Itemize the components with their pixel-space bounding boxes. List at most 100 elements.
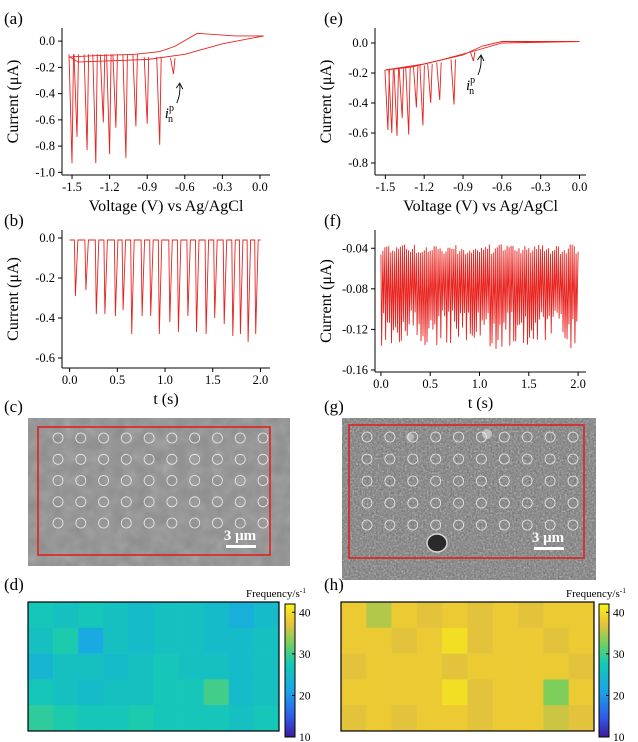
panel-a-y-axis-label: Current (μA): [5, 60, 22, 144]
sem-g-circle: [361, 453, 373, 465]
sem-g-circle: [475, 453, 487, 465]
sem-c-circle: [120, 475, 132, 486]
sem-g-circle: [521, 431, 533, 443]
sem-g-circle: [453, 475, 465, 487]
heatmap-d-cell: [28, 679, 54, 706]
panel-a-x-tick-label: -0.6: [175, 180, 195, 194]
heatmap-h-cell: [442, 627, 468, 654]
heatmap-d-cell: [178, 602, 204, 629]
heatmap-d-cell: [203, 653, 230, 680]
heatmap-d-cell: [28, 602, 54, 629]
panel-e-spike: [469, 51, 476, 62]
sem-c-scale-bar: [226, 545, 256, 548]
sem-g-circle: [544, 519, 556, 531]
sem-c-circle: [52, 453, 64, 465]
heatmap-h-cell: [467, 705, 494, 732]
heatmap-h-cell: [442, 653, 468, 680]
heatmap-h-cell: [467, 653, 494, 680]
heatmap-h-cell: [416, 627, 443, 654]
heatmap-d-colorbar-tick-label: 10: [299, 732, 311, 742]
sem-c-circle: [52, 496, 64, 508]
heatmap-h-cell: [341, 679, 367, 706]
panel-e-spike: [412, 65, 419, 108]
heatmap-h-cell: [416, 679, 443, 706]
panel-e-spike: [405, 66, 411, 135]
heatmap-h-cell: [518, 602, 544, 629]
panel-letter-a: (a): [4, 9, 23, 28]
sem-c-circle: [189, 475, 201, 486]
heatmap-h-colorbar-label: Frequency/s-1: [566, 586, 626, 600]
heatmap-h-cell: [366, 602, 392, 629]
panel-e-x-axis-label: Voltage (V) vs Ag/AgCl: [403, 198, 558, 215]
panel-f-x-tick-label: 1.5: [521, 377, 537, 391]
panel-e-x-tick-label: -1.2: [414, 180, 434, 194]
panel-a-x-axis-label: Voltage (V) vs Ag/AgCl: [89, 198, 244, 215]
panel-f-x-tick-label: 0.5: [422, 377, 438, 391]
heatmap-h-colorbar-tick-label: 20: [613, 690, 625, 702]
heatmap-h-cell: [442, 602, 468, 629]
heatmap-d: 40 30 20 10 Frequency/s-1: [27, 586, 311, 742]
heatmap-d-cell: [28, 705, 54, 732]
panel-b-y-axis-label: Current (μA): [5, 257, 22, 341]
panel-a-spike: [92, 54, 98, 164]
panel-e-y-tick-label: -0.4: [348, 96, 369, 110]
panel-e-backward-scan: [385, 41, 580, 71]
panel-a-annotation-arrow: [176, 84, 181, 104]
panel-a-spike: [83, 54, 90, 151]
sem-c-circle: [166, 432, 178, 444]
sem-g-circle: [430, 519, 442, 531]
panel-a-y-tick-label: -0.4: [35, 87, 56, 101]
heatmap-d-cell: [128, 602, 154, 629]
heatmap-d-cell: [78, 705, 104, 732]
sem-g-circle: [521, 497, 533, 509]
panel-a-spike: [132, 54, 138, 127]
sem-g-circle: [453, 497, 465, 509]
sem-c-circle: [75, 453, 87, 465]
panel-e-y-tick-label: 0.0: [352, 36, 368, 50]
sem-g-circle: [384, 475, 396, 487]
sem-c-circle: [257, 453, 269, 465]
charts-layer: -1.5 -1.2 -0.9 -0.6 -0.3 0.0 0.0 -0.2 -0.4 -0.6 -0…: [5, 28, 587, 412]
sem-c-circle: [234, 432, 246, 444]
sem-g-circle: [521, 453, 533, 465]
heatmap-d-cell: [253, 653, 280, 680]
heatmap-h-cell: [518, 653, 544, 680]
heatmap-h-cell: [492, 653, 519, 680]
panel-e-spike: [427, 63, 433, 104]
heatmap-h-cell: [467, 627, 494, 654]
sem-c-circle: [98, 453, 109, 465]
panel-e-chart: -1.5 -1.2 -0.9 -0.6 -0.3 0.0 0.0 -0.2 -0.4 -0.6 -0…: [318, 28, 587, 215]
sem-layer: 3 μm 3 μm: [28, 418, 596, 580]
sem-c-circle: [120, 453, 132, 465]
sem-c-circle: [75, 475, 87, 486]
panel-a-y-tick-label: -0.2: [35, 60, 55, 74]
sem-g-circle: [384, 497, 396, 509]
heatmap-h-cell: [366, 705, 392, 732]
heatmap-h-cell: [341, 705, 367, 732]
panel-a-spike: [156, 56, 162, 145]
sem-g-circle: [407, 453, 419, 465]
sem-c-circle: [211, 496, 223, 508]
heatmap-d-cell: [153, 602, 179, 629]
heatmap-h-cell: [467, 602, 494, 629]
heatmap-d-cell: [78, 679, 104, 706]
heatmap-d-cell: [203, 705, 230, 732]
sem-c-circle: [211, 517, 223, 529]
panel-a-spike: [73, 54, 79, 137]
sem-c-circle: [120, 517, 132, 529]
heatmap-h-frame: [340, 601, 595, 732]
panel-f-y-tick-label: -0.08: [342, 282, 368, 296]
heatmap-h-cell: [416, 653, 443, 680]
sem-g-particle: [406, 433, 414, 441]
heatmap-h-colorbar-tick-label: 40: [613, 607, 625, 619]
sem-g-circle: [430, 431, 442, 443]
sem-g-circle: [544, 431, 556, 443]
sem-g-circle: [384, 431, 396, 443]
sem-g-circle: [453, 453, 465, 465]
panel-letter-e: (e): [324, 9, 343, 28]
heatmap-d-cell: [178, 679, 204, 706]
heatmap-h-cell: [492, 705, 519, 732]
panel-b-x-tick-label: 1.0: [157, 373, 173, 387]
heatmap-d-colorbar: [284, 603, 296, 738]
heatmap-d-colorbar-tick-label: 30: [299, 649, 311, 661]
